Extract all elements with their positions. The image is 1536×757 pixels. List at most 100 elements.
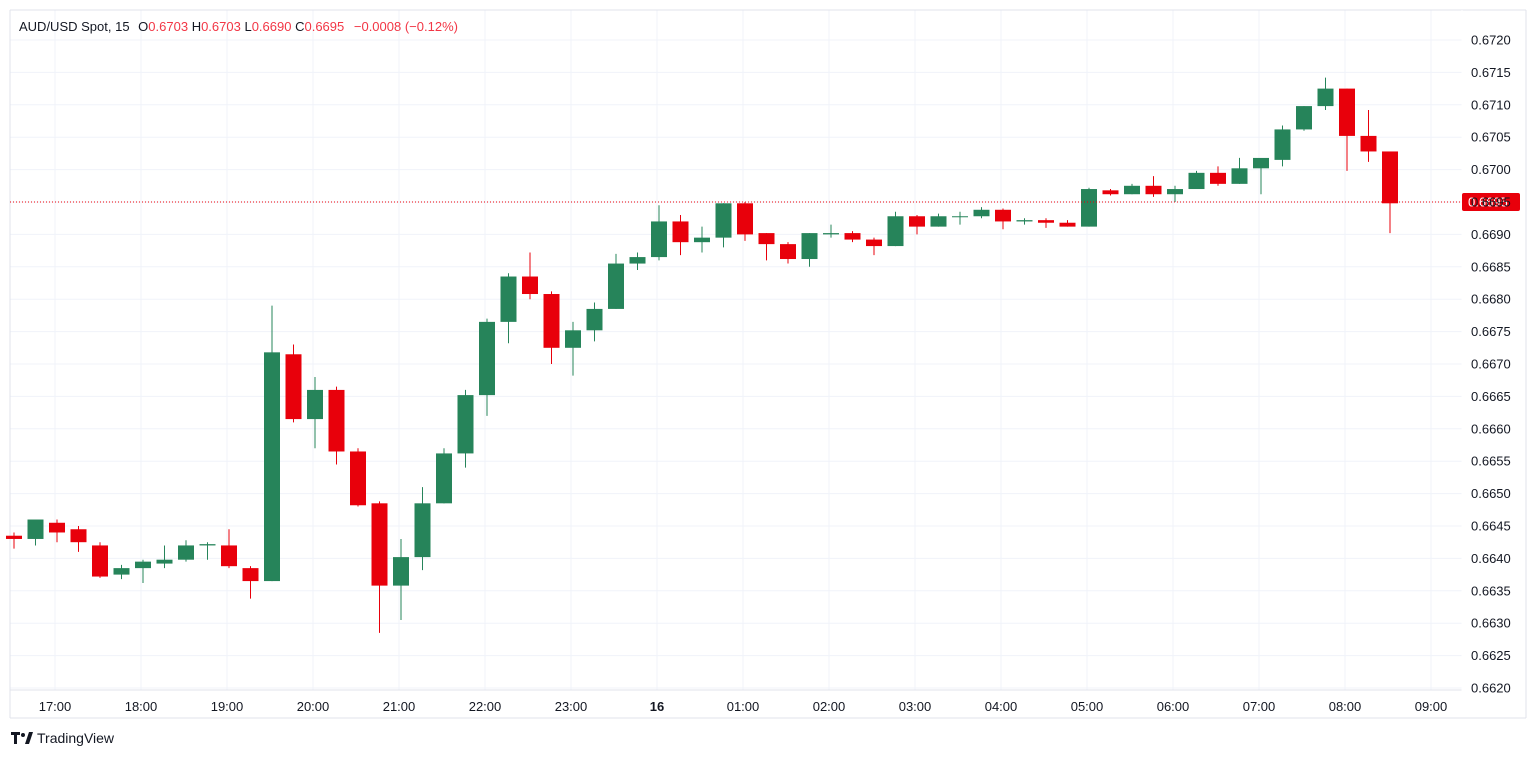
candle[interactable] <box>221 529 237 569</box>
candle[interactable] <box>543 291 560 364</box>
candle[interactable] <box>1296 106 1312 131</box>
last-price-line: 0.6695 <box>10 193 1520 211</box>
candle[interactable] <box>414 487 431 571</box>
candle[interactable] <box>70 526 87 552</box>
candle[interactable] <box>1317 77 1334 110</box>
candle-body <box>1231 168 1248 184</box>
candle[interactable] <box>350 448 366 507</box>
candle[interactable] <box>1382 151 1398 234</box>
candle[interactable] <box>393 538 409 620</box>
change-value: −0.0008 (−0.12%) <box>353 19 458 34</box>
high-label: H <box>191 19 202 34</box>
open-value: 0.6703 <box>148 19 189 34</box>
candle[interactable] <box>1059 220 1076 227</box>
candle[interactable] <box>737 202 753 241</box>
candle[interactable] <box>995 208 1011 230</box>
candle[interactable] <box>522 252 538 300</box>
candle[interactable] <box>1231 157 1248 184</box>
candle[interactable] <box>608 253 624 309</box>
candle[interactable] <box>1188 170 1205 190</box>
candle[interactable] <box>6 532 22 549</box>
candle-body <box>608 263 624 309</box>
candle[interactable] <box>1038 218 1054 228</box>
candle-body <box>629 257 646 264</box>
candle[interactable] <box>565 321 581 376</box>
last-price-label: 0.6695 <box>1468 195 1508 210</box>
candle[interactable] <box>629 252 646 271</box>
candle[interactable] <box>156 545 173 569</box>
price-tick-label: 0.6710 <box>1471 97 1511 112</box>
open-label: O <box>138 19 149 34</box>
candle[interactable] <box>27 519 44 546</box>
symbol-label[interactable]: AUD/USD Spot, 15 <box>19 19 130 34</box>
candle[interactable] <box>1167 185 1183 202</box>
tradingview-brand[interactable]: TradingView <box>11 730 114 746</box>
candle[interactable] <box>178 540 194 562</box>
price-axis[interactable]: 0.6720 0.6715 0.6710 0.6705 0.6700 0.6695 0.66… <box>1471 33 1511 696</box>
candle[interactable] <box>328 386 345 465</box>
tradingview-logo-icon <box>11 732 33 744</box>
candle[interactable] <box>113 564 130 580</box>
price-tick-label: 0.6625 <box>1471 648 1511 663</box>
candle[interactable] <box>242 566 259 599</box>
candle[interactable] <box>651 205 667 261</box>
candle-body <box>371 503 388 586</box>
candle[interactable] <box>135 559 151 584</box>
candle[interactable] <box>823 224 839 238</box>
candle[interactable] <box>586 302 603 342</box>
candle[interactable] <box>780 242 796 264</box>
candle[interactable] <box>694 226 710 253</box>
candle[interactable] <box>715 203 732 248</box>
candle-body <box>1081 189 1097 227</box>
candle[interactable] <box>1016 218 1033 225</box>
candle-body <box>887 216 904 247</box>
candle[interactable] <box>973 207 990 219</box>
candle[interactable] <box>801 233 818 267</box>
candle[interactable] <box>909 214 925 235</box>
candle[interactable] <box>264 305 280 582</box>
candle-body <box>221 545 237 567</box>
candle[interactable] <box>1145 176 1162 197</box>
candle[interactable] <box>199 542 216 560</box>
candle-body <box>1210 172 1226 184</box>
candle-body <box>930 216 947 227</box>
candle[interactable] <box>758 233 775 261</box>
candle[interactable] <box>1081 187 1097 227</box>
candle-body <box>973 209 990 217</box>
candle[interactable] <box>1102 189 1119 196</box>
candle[interactable] <box>457 389 474 468</box>
candle[interactable] <box>1339 88 1355 171</box>
candle[interactable] <box>307 376 323 449</box>
candle-body <box>737 203 753 235</box>
candle-body <box>6 535 22 539</box>
candle[interactable] <box>952 211 968 225</box>
candle[interactable] <box>479 318 495 416</box>
candle[interactable] <box>500 273 517 344</box>
candle-body <box>156 559 173 564</box>
time-tick-label: 22:00 <box>469 699 502 714</box>
candle[interactable] <box>930 213 947 227</box>
candle[interactable] <box>844 231 861 243</box>
candle[interactable] <box>92 542 108 578</box>
candle[interactable] <box>1253 157 1269 195</box>
time-tick-label: 08:00 <box>1329 699 1362 714</box>
candle[interactable] <box>285 344 302 423</box>
price-tick-label: 0.6680 <box>1471 292 1511 307</box>
candle[interactable] <box>1124 183 1140 195</box>
candle[interactable] <box>1210 166 1226 186</box>
time-tick-label: 09:00 <box>1415 699 1448 714</box>
candle[interactable] <box>1274 125 1291 167</box>
candle-body <box>1339 88 1355 136</box>
candle[interactable] <box>49 519 65 543</box>
time-tick-label: 23:00 <box>555 699 588 714</box>
time-axis[interactable]: 17:00 18:00 19:00 20:00 21:00 22:00 23:00 16 01:… <box>39 699 1448 714</box>
candle[interactable] <box>1360 109 1377 162</box>
candle[interactable] <box>436 448 452 504</box>
candle-body <box>1296 106 1312 130</box>
candle[interactable] <box>371 501 388 633</box>
candle[interactable] <box>887 211 904 247</box>
candle-body <box>823 233 839 235</box>
candle[interactable] <box>672 214 689 256</box>
candle[interactable] <box>866 237 882 256</box>
